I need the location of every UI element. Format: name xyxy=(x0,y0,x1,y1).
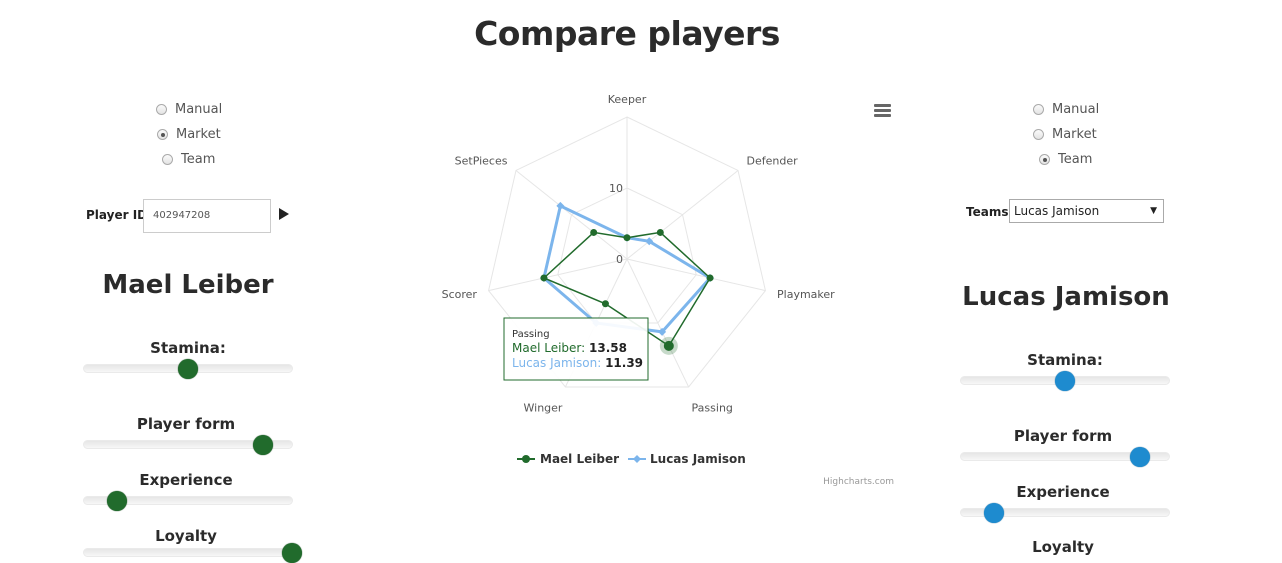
series-point[interactable] xyxy=(590,228,598,236)
grid-spoke xyxy=(626,170,739,260)
slider-handle[interactable] xyxy=(1129,447,1150,467)
axis-label: Playmaker xyxy=(777,288,835,301)
radio-button-icon[interactable] xyxy=(156,104,167,115)
chart-credits[interactable]: Highcharts.com xyxy=(823,477,894,487)
tooltip-row-2: Lucas Jamison: 11.39 xyxy=(512,356,643,370)
stamina-slider[interactable] xyxy=(960,371,1170,391)
series-point[interactable] xyxy=(658,327,667,336)
radio-team-right[interactable]: Team xyxy=(1039,152,1092,167)
legend-label: Mael Leiber xyxy=(540,452,619,466)
radio-market-left[interactable]: Market xyxy=(157,127,221,142)
slider-label-loyalty: Loyalty xyxy=(1032,538,1094,556)
player-id-input[interactable]: 402947208 xyxy=(143,199,271,233)
slider-handle[interactable] xyxy=(178,359,198,379)
radio-button-icon[interactable] xyxy=(162,154,173,165)
axis-label: Winger xyxy=(524,401,563,414)
radio-label: Team xyxy=(1058,152,1093,167)
series-point[interactable] xyxy=(540,274,548,282)
series-point[interactable] xyxy=(706,274,714,282)
play-icon[interactable] xyxy=(279,208,289,220)
radio-team-left[interactable]: Team xyxy=(162,152,215,167)
grid-spoke xyxy=(488,258,628,292)
tooltip-row-1-name: Mael Leiber xyxy=(512,341,581,355)
dropdown-arrow-icon: ▼ xyxy=(1150,206,1157,216)
chart-legend: Mael Leiber Lucas Jamison xyxy=(517,452,746,466)
legend-item-lucas[interactable]: Lucas Jamison xyxy=(628,452,746,466)
experience-slider[interactable] xyxy=(960,503,1170,523)
radio-label: Team xyxy=(181,152,216,167)
radio-button-icon[interactable] xyxy=(1039,154,1050,165)
teams-select[interactable]: Lucas Jamison ▼ xyxy=(1009,199,1164,223)
slider-handle[interactable] xyxy=(252,435,273,455)
slider-label-form: Player form xyxy=(136,415,236,433)
slider-label-loyalty: Loyalty xyxy=(155,527,217,545)
legend-item-mael[interactable]: Mael Leiber xyxy=(517,452,619,466)
chart-axis-labels: 0 10 Keeper Defender Playmaker Passing Winger S… xyxy=(442,93,836,414)
teams-select-value: Lucas Jamison xyxy=(1014,204,1100,218)
axis-label: Passing xyxy=(692,401,733,414)
hamburger-icon[interactable] xyxy=(874,104,891,119)
tooltip-category: Passing xyxy=(512,329,550,340)
series-point[interactable] xyxy=(656,228,664,236)
legend-marker xyxy=(633,455,641,463)
slider-label-experience: Experience xyxy=(139,471,233,489)
radio-manual-right[interactable]: Manual xyxy=(1033,102,1099,117)
tooltip-row-1: Mael Leiber: 13.58 xyxy=(512,341,627,355)
y-tick-label: 0 xyxy=(616,253,623,266)
player-name-right: Lucas Jamison xyxy=(962,282,1170,312)
grid-ring xyxy=(488,116,766,388)
radio-manual-left[interactable]: Manual xyxy=(156,102,222,117)
tooltip-row-2-name: Lucas Jamison xyxy=(512,356,597,370)
radio-label: Market xyxy=(176,127,221,142)
axis-label: SetPieces xyxy=(455,154,508,167)
radio-button-icon[interactable] xyxy=(157,129,168,140)
radio-market-right[interactable]: Market xyxy=(1033,127,1097,142)
legend-marker xyxy=(522,455,530,463)
player-form-slider[interactable] xyxy=(960,447,1170,467)
series-point[interactable] xyxy=(623,234,631,242)
axis-label: Scorer xyxy=(442,288,478,301)
grid-spoke xyxy=(515,170,628,260)
tooltip-row-1-value: 13.58 xyxy=(589,341,627,355)
slider-handle[interactable] xyxy=(984,503,1005,523)
slider-label-stamina: Stamina: xyxy=(150,339,226,357)
slider-handle[interactable] xyxy=(107,491,128,511)
stamina-slider[interactable] xyxy=(83,359,293,379)
slider-handle[interactable] xyxy=(1055,371,1075,391)
radio-label: Manual xyxy=(175,102,223,117)
slider-label-stamina: Stamina: xyxy=(1027,351,1103,369)
radio-button-icon[interactable] xyxy=(1033,129,1044,140)
experience-slider[interactable] xyxy=(83,491,293,511)
series-point[interactable] xyxy=(556,201,565,210)
series-point[interactable] xyxy=(601,300,609,308)
radio-button-icon[interactable] xyxy=(1033,104,1044,115)
tooltip-row-2-sep: : xyxy=(597,356,605,370)
radio-label: Market xyxy=(1052,127,1097,142)
tooltip-row-2-value: 11.39 xyxy=(605,356,643,370)
axis-label: Defender xyxy=(747,154,799,167)
teams-label: Teams xyxy=(966,205,1009,219)
grid-spoke xyxy=(626,258,766,292)
y-tick-label: 10 xyxy=(609,182,623,195)
axis-label: Keeper xyxy=(608,93,647,106)
slider-label-experience: Experience xyxy=(1016,483,1110,501)
tooltip-row-1-sep: : xyxy=(581,341,589,355)
radio-label: Manual xyxy=(1052,102,1100,117)
grid-spoke xyxy=(626,258,690,388)
player-name-left: Mael Leiber xyxy=(102,270,274,300)
hover-point[interactable] xyxy=(663,340,674,351)
chart-tooltip: Passing Mael Leiber: 13.58 Lucas Jamison… xyxy=(503,317,649,381)
player-id-label: Player ID xyxy=(86,208,148,222)
tooltip-box xyxy=(503,317,649,381)
series-point[interactable] xyxy=(645,237,654,246)
player-form-slider[interactable] xyxy=(83,435,293,455)
legend-label: Lucas Jamison xyxy=(650,452,746,466)
page-title: Compare players xyxy=(474,14,780,53)
slider-label-form: Player form xyxy=(1013,427,1113,445)
